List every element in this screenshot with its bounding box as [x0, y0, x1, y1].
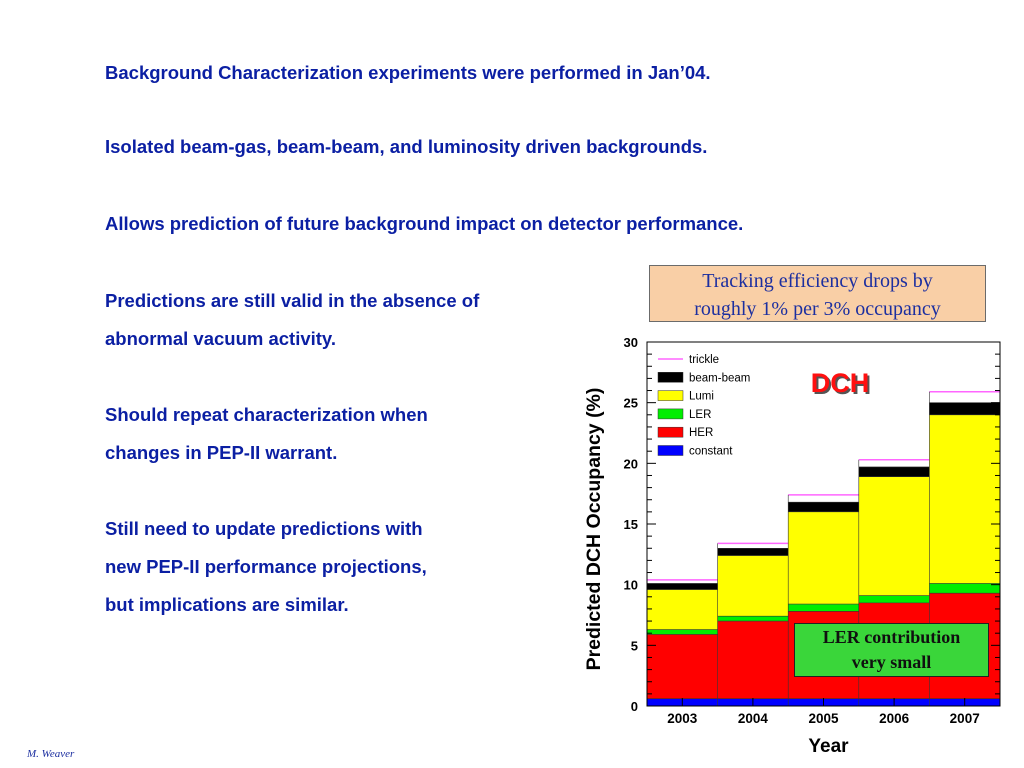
- bar-segment-lumi-2003: [647, 589, 718, 630]
- legend-swatch-ler: [657, 408, 684, 420]
- legend-label-ler: LER: [689, 409, 711, 421]
- y-tick-label-25: 25: [624, 396, 638, 411]
- bullet-4: Predictions are still valid in the absen…: [105, 282, 479, 358]
- x-tick-label-2006: 2006: [879, 711, 910, 726]
- bullet-6: Still need to update predictions with new…: [105, 510, 427, 624]
- legend-label-her: HER: [689, 427, 713, 439]
- bar-segment-beam-beam-2007: [929, 402, 1000, 415]
- x-axis-title: Year: [808, 736, 849, 757]
- y-tick-label-15: 15: [624, 517, 638, 532]
- bullet-1-line-1: Background Characterization experiments …: [105, 62, 711, 83]
- x-tick-label-2004: 2004: [738, 711, 769, 726]
- callout-top-line-1: Tracking efficiency drops by: [702, 270, 933, 292]
- bar-segment-lumi-2006: [858, 476, 930, 596]
- y-tick-label-0: 0: [631, 699, 638, 714]
- y-tick-label-5: 5: [631, 638, 638, 653]
- callout-bottom-line-1: LER contribution: [822, 627, 961, 647]
- y-tick-label-30: 30: [624, 335, 638, 350]
- legend-label-lumi: Lumi: [689, 391, 714, 403]
- x-tick-label-2003: 2003: [667, 711, 698, 726]
- ler-contribution-callout: LER contribution very small: [794, 623, 989, 677]
- bar-segment-her-2004: [717, 621, 789, 699]
- x-tick-label-2007: 2007: [950, 711, 980, 726]
- legend-label-constant: constant: [689, 446, 733, 458]
- bar-segment-beam-beam-2006: [858, 466, 930, 477]
- bar-segment-ler-2004: [717, 616, 789, 622]
- callout-top-line-2: roughly 1% per 3% occupancy: [694, 298, 941, 320]
- legend-swatch-beam-beam: [657, 372, 684, 383]
- bar-segment-ler-2005: [788, 604, 859, 612]
- bar-segment-beam-beam-2003: [647, 583, 718, 590]
- y-tick-label-20: 20: [624, 456, 638, 471]
- bullet-6-line-1: Still need to update predictions with: [105, 518, 423, 539]
- bullet-2: Isolated beam-gas, beam-beam, and lumino…: [105, 128, 707, 166]
- bullet-4-line-1: Predictions are still valid in the absen…: [105, 290, 480, 311]
- author-footer: M. Weaver: [27, 748, 75, 760]
- bullet-4-line-2: abnormal vacuum activity.: [105, 328, 336, 349]
- bar-segment-lumi-2004: [717, 555, 789, 617]
- y-axis-title: Predicted DCH Occupancy (%): [583, 388, 605, 671]
- legend-swatch-constant: [657, 445, 684, 456]
- bar-segment-ler-2007: [929, 583, 1000, 594]
- bar-segment-lumi-2007: [929, 414, 1000, 584]
- dch-annotation: DCH: [811, 368, 870, 398]
- bullet-2-line-1: Isolated beam-gas, beam-beam, and lumino…: [105, 136, 708, 157]
- bullet-5-line-1: Should repeat characterization when: [105, 404, 428, 425]
- bullet-6-line-2: new PEP-II performance projections,: [105, 556, 427, 577]
- bar-segment-beam-beam-2005: [788, 502, 859, 512]
- legend-label-beam-beam: beam-beam: [689, 372, 750, 384]
- bar-segment-her-2003: [647, 634, 718, 699]
- legend-swatch-her: [657, 426, 684, 438]
- x-tick-label-2005: 2005: [808, 711, 839, 726]
- bar-segment-ler-2003: [647, 629, 718, 635]
- bullet-5-line-2: changes in PEP-II warrant.: [105, 442, 338, 463]
- tracking-efficiency-callout: Tracking efficiency drops by roughly 1% …: [649, 265, 986, 322]
- bullet-6-line-3: but implications are similar.: [105, 594, 349, 615]
- bar-segment-ler-2006: [858, 595, 930, 603]
- callout-bottom-line-2: very small: [851, 652, 932, 672]
- bullet-3: Allows prediction of future background i…: [105, 205, 743, 243]
- bullet-3-line-1: Allows prediction of future background i…: [105, 213, 744, 234]
- bar-segment-lumi-2005: [788, 511, 859, 605]
- bullet-1: Background Characterization experiments …: [105, 54, 711, 92]
- legend-label-trickle: trickle: [689, 354, 719, 366]
- dch-annotation-shadow: DCH: [813, 370, 872, 400]
- bullet-5: Should repeat characterization when chang…: [105, 396, 428, 472]
- y-tick-label-10: 10: [624, 578, 638, 593]
- legend-swatch-lumi: [657, 390, 684, 401]
- bar-segment-beam-beam-2004: [717, 548, 789, 556]
